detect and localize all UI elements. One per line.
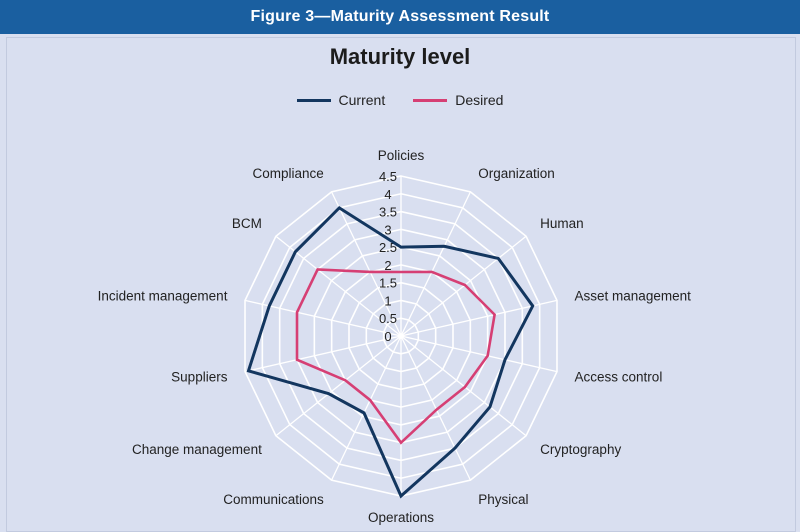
category-label-0: Policies [378,148,425,163]
grid-spoke-1 [400,191,472,337]
legend-swatch-current [296,98,331,102]
tick-label-4: 2 [384,258,391,273]
category-label-4: Access control [575,369,663,384]
series-line-desired [295,268,496,445]
legend-label-current: Current [338,92,386,108]
tick-label-0: 0 [384,329,391,344]
legend-swatch-desired [413,98,448,102]
legend-item-current: Current [296,92,386,108]
grid-spoke-4 [400,335,558,373]
category-label-6: Physical [478,492,528,507]
category-label-2: Human [540,216,584,231]
category-label-13: Compliance [252,166,323,181]
grid-spoke-2 [400,235,527,337]
tick-label-8: 4 [384,187,391,202]
grid-spoke-10 [244,335,402,373]
series-line-current [246,205,535,499]
tick-label-9: 4.5 [379,169,397,184]
grid-spoke-11 [244,299,402,337]
figure-banner-text: Figure 3—Maturity Assessment Result [250,8,550,25]
grid-spoke-9 [275,335,402,437]
chart-legend: Current Desired [0,92,800,108]
category-label-3: Asset management [575,289,692,304]
tick-label-5: 2.5 [379,240,397,255]
chart-title: Maturity level [329,44,471,69]
category-label-8: Communications [223,492,324,507]
tick-label-3: 1.5 [379,276,397,291]
category-label-7: Operations [368,510,434,525]
tick-label-2: 1 [384,293,391,308]
category-label-5: Cryptography [540,442,621,457]
tick-label-6: 3 [384,222,391,237]
tick-label-1: 0.5 [379,311,397,326]
category-label-12: BCM [232,216,262,231]
figure-banner: Figure 3—Maturity Assessment Result [0,0,800,34]
grid-spoke-12 [275,235,402,337]
legend-item-desired: Desired [413,92,503,108]
legend-label-desired: Desired [455,92,504,108]
grid-spoke-5 [400,335,527,437]
grid-spoke-8 [330,335,402,481]
category-label-9: Change management [132,442,262,457]
category-label-1: Organization [478,166,555,181]
category-label-10: Suppliers [171,369,228,384]
grid-spoke-6 [400,335,472,481]
tick-label-7: 3.5 [379,205,397,220]
category-label-11: Incident management [98,289,228,304]
grid-spoke-13 [330,191,402,337]
